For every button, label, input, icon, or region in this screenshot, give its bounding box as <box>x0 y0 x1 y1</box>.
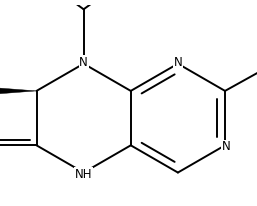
Text: N: N <box>222 140 230 153</box>
Text: NH: NH <box>75 167 92 180</box>
Polygon shape <box>0 87 36 95</box>
Text: N: N <box>79 56 88 69</box>
Text: N: N <box>173 56 182 69</box>
